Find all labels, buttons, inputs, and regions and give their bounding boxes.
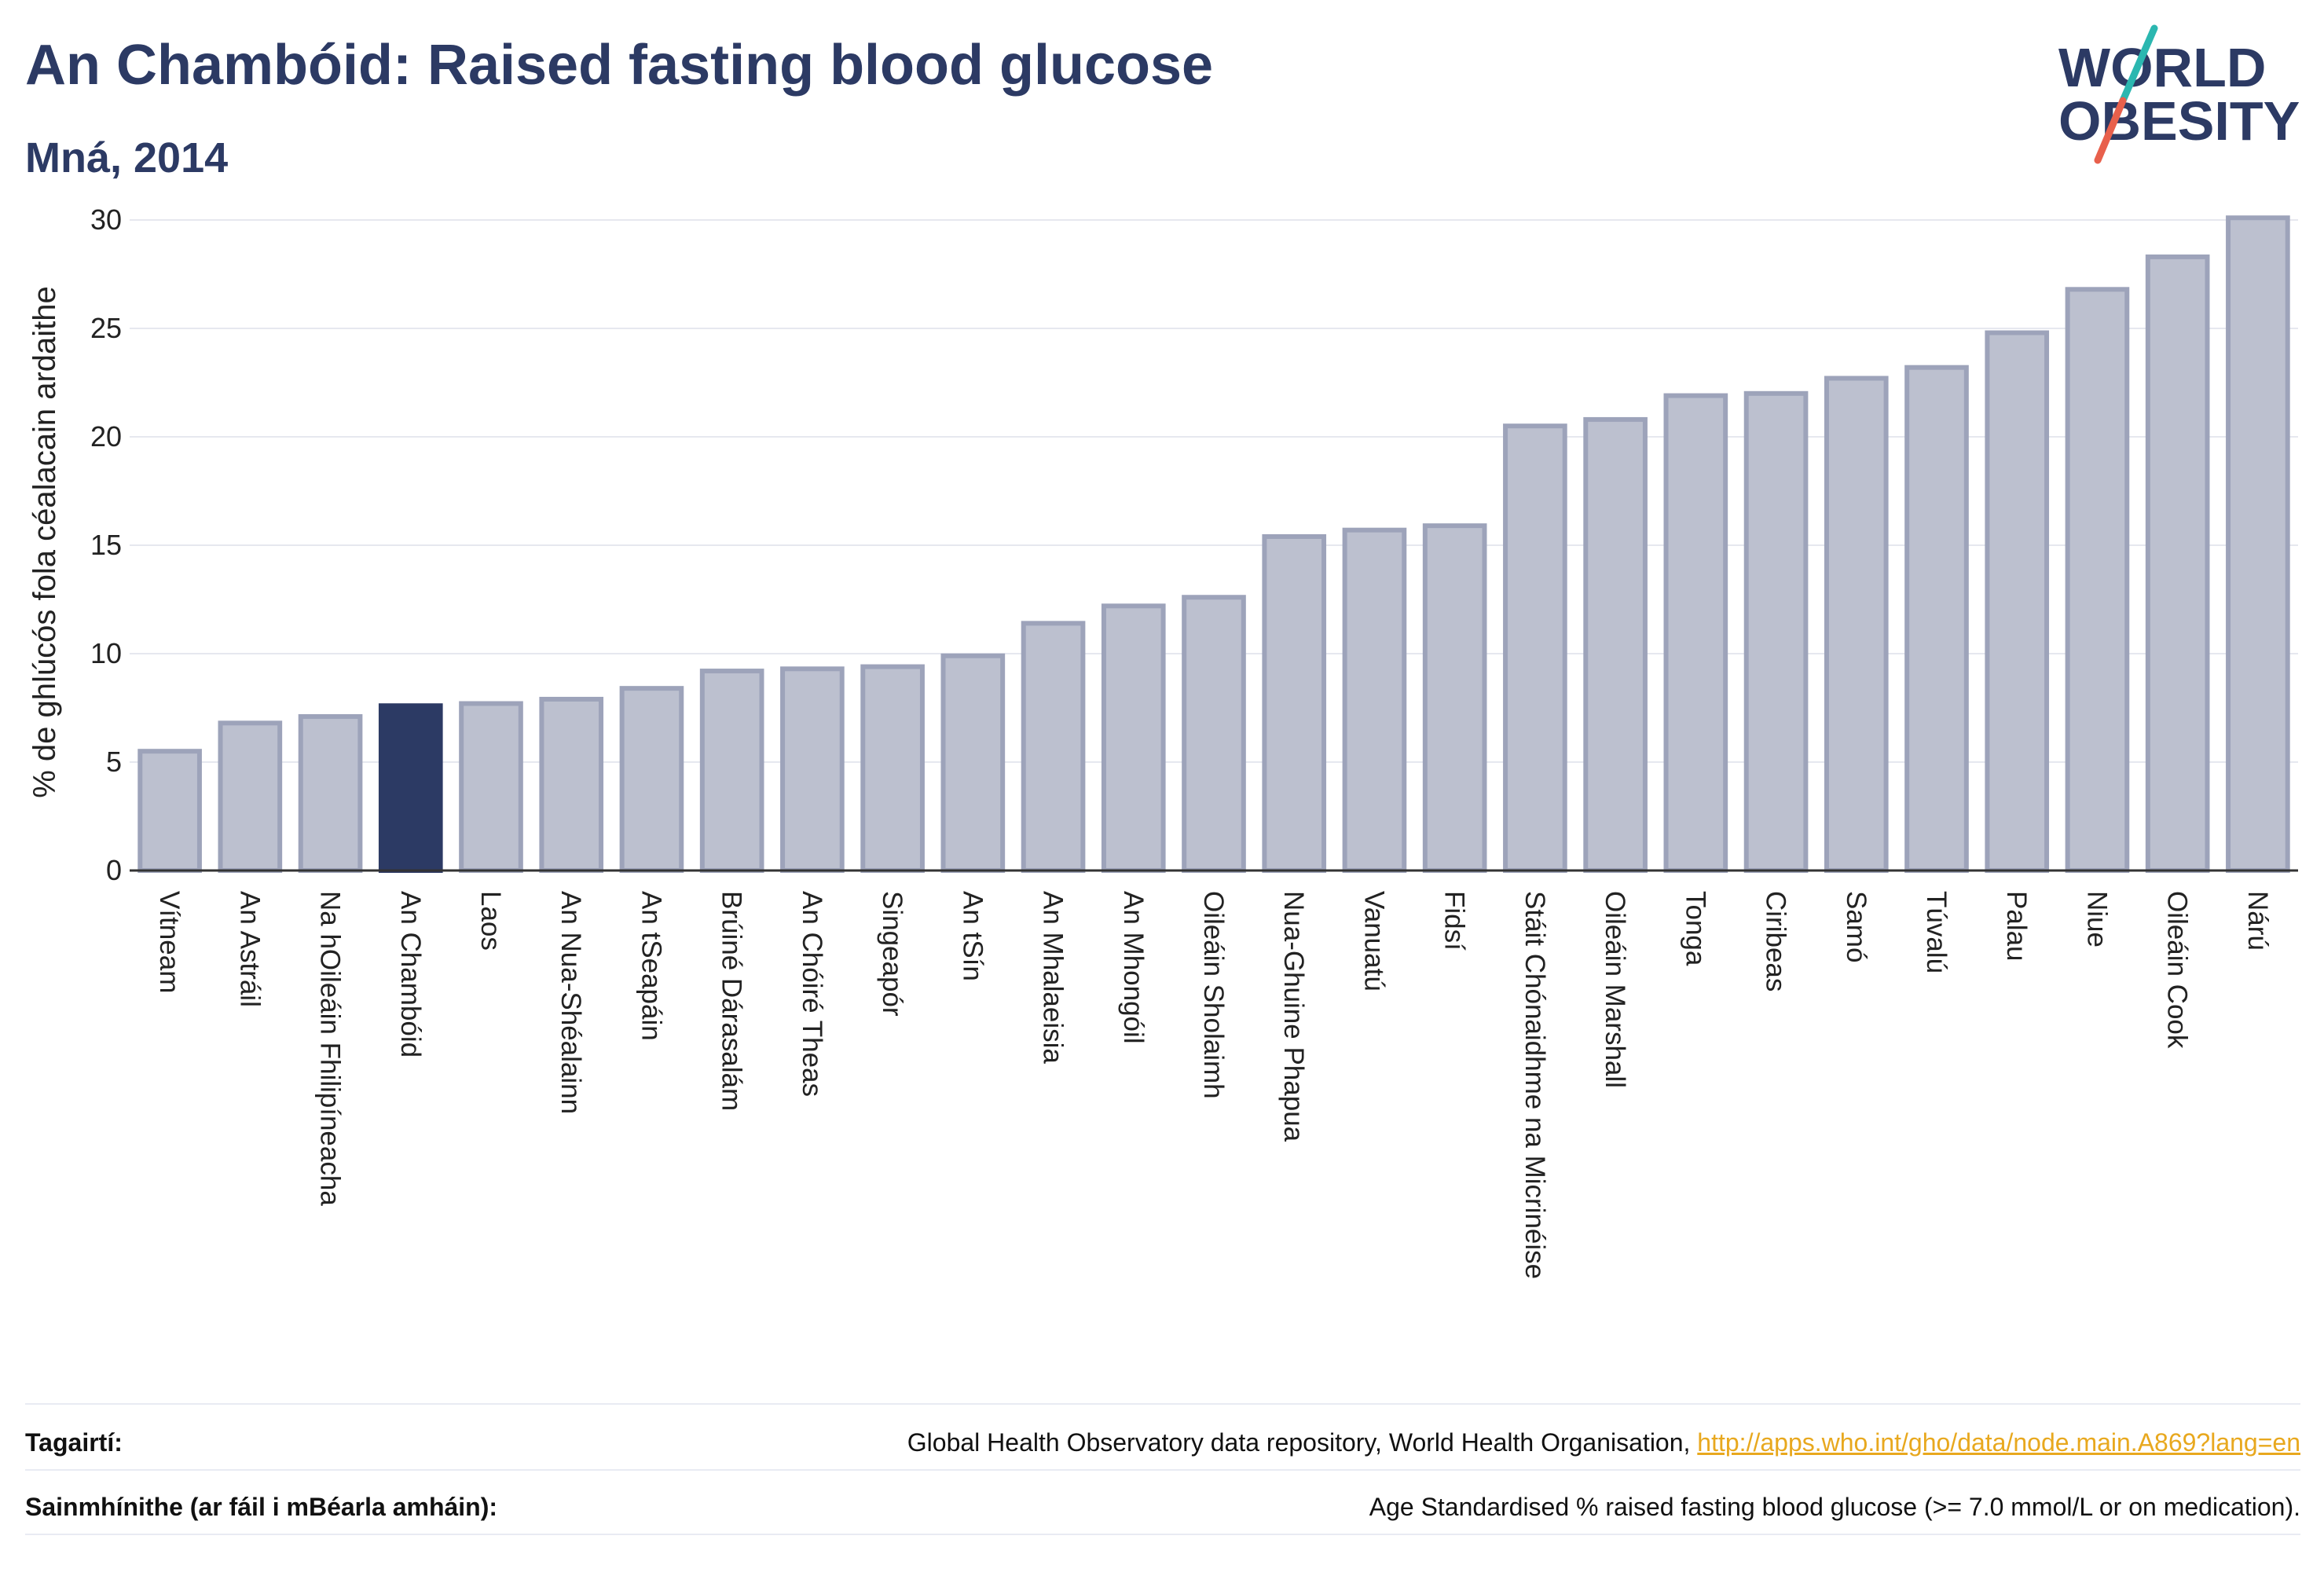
x-tick-label: Singeapór xyxy=(877,891,907,1017)
bar xyxy=(860,664,925,873)
definitions-label: Sainmhínithe (ar fáil i mBéarla amháin): xyxy=(25,1492,498,1521)
y-axis-ticks: 0 5 10 15 20 25 30 xyxy=(90,203,122,886)
x-tick-label: Na hOileáin Fhilipíneacha xyxy=(315,891,346,1206)
x-tick-label: Túvalú xyxy=(1921,891,1952,973)
bar xyxy=(1583,416,1648,873)
y-tick-label: 5 xyxy=(106,746,122,778)
y-tick-label: 25 xyxy=(90,312,122,344)
references-label: Tagairtí: xyxy=(25,1428,123,1457)
x-tick-label: Laos xyxy=(475,891,506,951)
y-axis-label: % de ghlúcós fola céalacain ardaithe xyxy=(27,286,62,798)
bar xyxy=(539,696,604,874)
x-tick-label: An Mhalaeisia xyxy=(1038,891,1069,1064)
definitions-value: Age Standardised % raised fasting blood … xyxy=(1369,1492,2300,1521)
x-tick-label: Niue xyxy=(2081,891,2112,947)
references-row: Tagairtí: Global Health Observatory data… xyxy=(25,1419,2300,1466)
footer-divider-bottom xyxy=(25,1534,2300,1535)
logo-slash-red xyxy=(2094,97,2127,164)
bar xyxy=(137,749,202,874)
bar xyxy=(1101,603,1166,874)
x-axis-ticks: Vítneam An Astráil Na hOileáin Fhilipíneac… xyxy=(154,891,2273,1279)
x-tick-label: An Astráil xyxy=(234,891,265,1007)
footer-divider-top xyxy=(25,1403,2300,1405)
bars xyxy=(137,215,2290,874)
x-tick-label: An tSín xyxy=(957,891,988,981)
x-tick-label: Vítneam xyxy=(154,891,185,993)
x-tick-label: Fidsí xyxy=(1439,891,1470,951)
bar xyxy=(1342,527,1407,873)
x-tick-label: Palau xyxy=(2001,891,2032,962)
x-tick-label: An Mhongóil xyxy=(1118,891,1149,1044)
logo-text-obesity: OBESITY xyxy=(2058,90,2300,152)
definitions-row: Sainmhínithe (ar fáil i mBéarla amháin):… xyxy=(25,1483,2300,1530)
bar xyxy=(1021,621,1086,873)
bar xyxy=(1182,595,1246,873)
footer-divider-middle xyxy=(25,1469,2300,1471)
x-tick-label: Samó xyxy=(1841,891,1871,962)
logo-slash-teal xyxy=(2119,24,2158,104)
x-tick-label: Tonga xyxy=(1680,891,1710,966)
x-tick-label: Oileáin Marshall xyxy=(1600,891,1630,1088)
logo-text-world: WORLD xyxy=(2058,37,2266,98)
bar xyxy=(1985,330,2050,873)
bar-chart: 0 5 10 15 20 25 30 Vítneam An Astráil Na hOileái… xyxy=(27,203,2298,1279)
bar xyxy=(459,701,523,873)
bar xyxy=(1904,365,1969,873)
bar xyxy=(218,720,283,873)
bar xyxy=(2226,215,2290,873)
x-tick-label: Oileáin Cook xyxy=(2162,891,2193,1049)
bar xyxy=(1422,523,1487,873)
bar-highlighted xyxy=(378,703,443,873)
x-tick-label: An Chóiré Theas xyxy=(797,891,827,1097)
x-tick-label: Oileáin Sholaimh xyxy=(1198,891,1229,1099)
x-tick-label: An Nua-Shéalainn xyxy=(555,891,586,1114)
bar xyxy=(2065,287,2130,873)
x-tick-label: Nárú xyxy=(2242,891,2273,951)
y-tick-label: 20 xyxy=(90,420,122,453)
bar xyxy=(298,714,363,873)
bar xyxy=(699,669,764,874)
bar xyxy=(1824,376,1889,874)
bar xyxy=(940,653,1006,873)
x-tick-label: Nua-Ghuine Phapua xyxy=(1278,891,1309,1142)
x-tick-label: Stáit Chónaidhme na Micrinéise xyxy=(1519,891,1550,1279)
y-tick-label: 15 xyxy=(90,529,122,561)
world-obesity-logo: WORLD OBESITY xyxy=(2058,24,2300,164)
x-tick-label: Ciribeas xyxy=(1761,891,1791,991)
bar xyxy=(619,686,684,873)
references-value: Global Health Observatory data repositor… xyxy=(907,1428,2300,1457)
bar xyxy=(1503,423,1567,873)
references-text: Global Health Observatory data repositor… xyxy=(907,1428,1691,1457)
y-tick-label: 0 xyxy=(106,854,122,886)
bar xyxy=(780,666,845,873)
x-tick-label: Vanuatú xyxy=(1358,891,1389,991)
bar xyxy=(1743,390,1809,873)
chart-title: An Chambóid: Raised fasting blood glucos… xyxy=(25,34,1214,97)
y-tick-label: 30 xyxy=(90,203,122,236)
bar xyxy=(1262,533,1327,874)
bar xyxy=(2145,254,2210,874)
bar xyxy=(1663,393,1728,873)
x-tick-label: Brúiné Dárasalám xyxy=(717,891,747,1111)
chart-subtitle: Mná, 2014 xyxy=(25,134,229,181)
x-tick-label: An Chambóid xyxy=(395,891,426,1057)
references-link[interactable]: http://apps.who.int/gho/data/node.main.A… xyxy=(1697,1428,2300,1457)
x-tick-label: An tSeapáin xyxy=(636,891,666,1041)
y-tick-label: 10 xyxy=(90,637,122,669)
